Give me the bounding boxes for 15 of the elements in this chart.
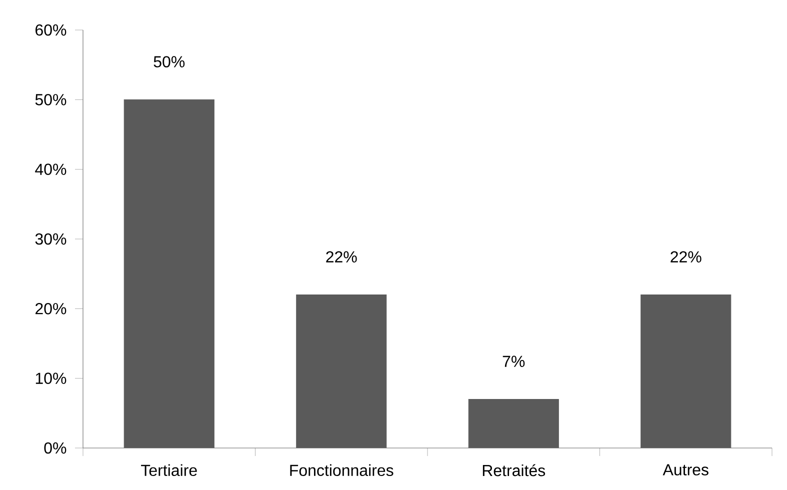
data-label: 50% [154,56,185,68]
x-tick-label: Retraités [482,464,546,476]
y-tick-label: 30% [35,233,66,245]
y-tick-label: 40% [35,164,66,175]
y-tick-label: 60% [36,24,66,36]
x-tick-label: Fonctionnaires [290,464,394,476]
y-tick-label: 0% [44,442,66,454]
x-tick-label: Autres [662,464,708,476]
y-tick-label: 20% [36,303,66,314]
y-tick-label: 10% [36,372,66,384]
data-label: 22% [326,251,357,262]
x-tick-label: Tertiaire [141,464,197,476]
y-tick-label: 50% [35,94,66,106]
data-label: 7% [502,356,525,367]
data-label: 22% [670,251,702,262]
